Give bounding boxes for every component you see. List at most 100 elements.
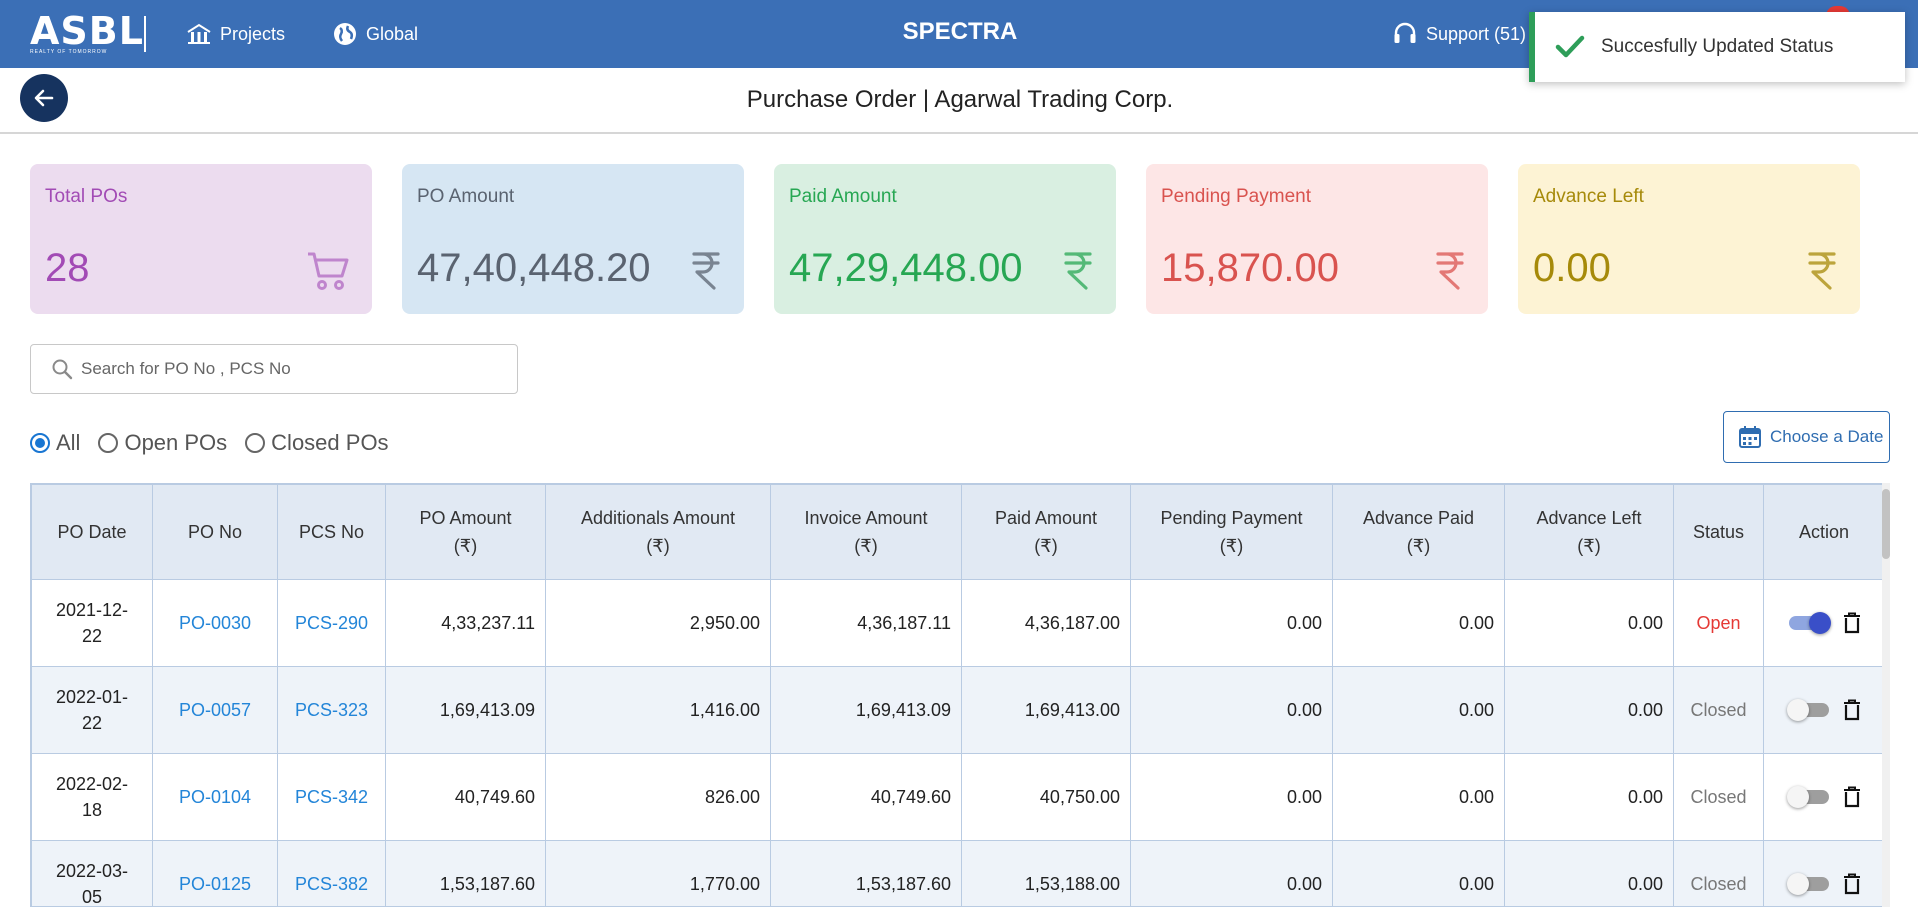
status-cell: Closed xyxy=(1673,840,1764,906)
column-header: Invoice Amount (₹) xyxy=(770,484,962,580)
paid-amount-cell: 1,53,188.00 xyxy=(961,840,1131,906)
action-cell xyxy=(1763,666,1885,754)
column-header-title: PO No xyxy=(187,522,243,542)
stat-card-pending-payment: Pending Payment 15,870.00 xyxy=(1146,164,1488,314)
purchase-order-table: PO Date PO No PCS No PO Amount (₹) Additional… xyxy=(30,483,1890,907)
po-no-cell: PO-0125 xyxy=(152,840,278,906)
filter-closed-label[interactable]: Closed POs xyxy=(271,430,389,455)
nav-projects-label: Projects xyxy=(220,23,286,44)
search-box[interactable] xyxy=(30,344,518,394)
filter-all-label[interactable]: All xyxy=(56,430,81,455)
logo-tagline: REALTY OF TOMORROW xyxy=(30,49,108,55)
trash-icon[interactable] xyxy=(1843,699,1861,721)
column-header-unit: (₹) xyxy=(1219,536,1244,556)
advance-paid-cell: 0.00 xyxy=(1332,579,1505,667)
column-header-title: PO Amount xyxy=(419,508,512,528)
filter-all-radio[interactable]: All xyxy=(30,430,80,456)
column-header-title: Paid Amount xyxy=(994,508,1098,528)
column-header: Pending Payment (₹) xyxy=(1130,484,1333,580)
column-header-unit: (₹) xyxy=(854,536,878,556)
status-toggle[interactable] xyxy=(1787,786,1833,808)
table-row: 2022-02- 18 PO-0104 PCS-342 40,749.60 826… xyxy=(31,753,1885,841)
additionals-amount-cell: 2,950.00 xyxy=(545,579,771,667)
toast-message: Succesfully Updated Status xyxy=(1601,36,1834,57)
nav-projects[interactable]: Projects xyxy=(186,20,285,48)
po-date-part: 22 xyxy=(81,713,103,733)
column-header-title: Advance Paid xyxy=(1362,508,1475,528)
action-group xyxy=(1764,841,1884,906)
nav-global[interactable]: Global xyxy=(332,20,418,48)
stat-card-label: Total POs xyxy=(45,186,128,207)
search-icon xyxy=(52,359,73,380)
po-date-cell: 2021-12- 22 xyxy=(31,579,153,667)
po-no-link[interactable]: PO-0030 xyxy=(178,612,252,633)
po-date-cell: 2022-03- 05 xyxy=(31,840,153,907)
success-toast[interactable]: Succesfully Updated Status xyxy=(1529,12,1905,82)
status-text: Closed xyxy=(1690,873,1747,894)
status-toggle[interactable] xyxy=(1787,873,1833,895)
radio-circle[interactable] xyxy=(98,433,119,453)
cart-icon xyxy=(308,252,349,290)
asbl-logo[interactable]: ASBL REALTY OF TOMORROW xyxy=(30,12,143,55)
column-header-unit: (₹) xyxy=(1577,536,1601,556)
column-header: Action xyxy=(1763,484,1885,580)
radio-circle-checked[interactable] xyxy=(30,433,50,453)
po-no-link[interactable]: PO-0104 xyxy=(178,786,252,807)
filter-open-radio[interactable]: Open POs xyxy=(98,430,227,456)
column-header-title: Additionals Amount xyxy=(580,508,736,528)
table-row: 2022-03- 05 PO-0125 PCS-382 1,53,187.60 1… xyxy=(31,840,1885,907)
table-scrollbar[interactable] xyxy=(1882,483,1890,907)
stat-card-advance-left: Advance Left 0.00 xyxy=(1518,164,1860,314)
rupee-icon xyxy=(690,250,722,295)
column-header: Advance Left (₹) xyxy=(1504,484,1674,580)
pcs-no-cell: PCS-382 xyxy=(277,840,386,906)
calendar-icon xyxy=(1739,426,1761,448)
column-header-unit: (₹) xyxy=(453,536,478,556)
pcs-no-link[interactable]: PCS-323 xyxy=(294,699,369,720)
po-no-link[interactable]: PO-0057 xyxy=(178,699,252,720)
filter-open-label[interactable]: Open POs xyxy=(124,430,228,455)
po-no-link[interactable]: PO-0125 xyxy=(178,873,252,894)
radio-circle[interactable] xyxy=(245,433,266,453)
choose-date-button[interactable]: Choose a Date xyxy=(1723,411,1890,463)
po-date-cell: 2022-02- 18 xyxy=(31,753,153,841)
trash-icon[interactable] xyxy=(1843,612,1861,634)
po-date-part: 2022-02- xyxy=(55,774,129,794)
search-input[interactable] xyxy=(81,359,501,379)
building-icon xyxy=(187,23,211,44)
page-title: Purchase Order | Agarwal Trading Corp. xyxy=(746,86,1174,113)
column-header: Advance Paid (₹) xyxy=(1332,484,1505,580)
status-text: Closed xyxy=(1690,786,1747,807)
check-icon xyxy=(1555,35,1585,58)
column-header: Paid Amount (₹) xyxy=(961,484,1131,580)
toggle-knob[interactable] xyxy=(1787,699,1809,721)
additionals-amount-cell: 826.00 xyxy=(545,753,771,841)
trash-icon[interactable] xyxy=(1843,786,1861,808)
stat-card-value: 15,870.00 xyxy=(1161,246,1339,290)
action-group xyxy=(1764,580,1884,666)
po-amount-cell: 4,33,237.11 xyxy=(385,579,546,667)
pcs-no-link[interactable]: PCS-290 xyxy=(294,612,369,633)
column-header: PCS No xyxy=(277,484,386,580)
pcs-no-link[interactable]: PCS-382 xyxy=(294,873,369,894)
column-header-title: Action xyxy=(1798,522,1850,542)
stat-card-value: 47,40,448.20 xyxy=(417,246,651,290)
action-cell xyxy=(1763,753,1885,841)
rupee-icon xyxy=(1808,252,1836,290)
pcs-no-link[interactable]: PCS-342 xyxy=(294,786,369,807)
pending-payment-cell: 0.00 xyxy=(1130,579,1333,667)
status-cell: Closed xyxy=(1673,753,1764,841)
status-toggle[interactable] xyxy=(1787,699,1833,721)
scrollbar-thumb[interactable] xyxy=(1882,489,1890,559)
status-toggle[interactable] xyxy=(1787,612,1833,634)
back-button[interactable] xyxy=(20,74,68,122)
trash-icon[interactable] xyxy=(1843,873,1861,895)
po-date-part: 05 xyxy=(81,887,103,907)
toggle-knob[interactable] xyxy=(1787,786,1809,808)
toggle-knob[interactable] xyxy=(1787,873,1809,895)
action-cell xyxy=(1763,840,1885,906)
toggle-knob[interactable] xyxy=(1809,612,1831,634)
filter-closed-radio[interactable]: Closed POs xyxy=(245,430,389,456)
po-no-cell: PO-0030 xyxy=(152,579,278,667)
nav-support[interactable]: Support (51) xyxy=(1392,20,1526,48)
